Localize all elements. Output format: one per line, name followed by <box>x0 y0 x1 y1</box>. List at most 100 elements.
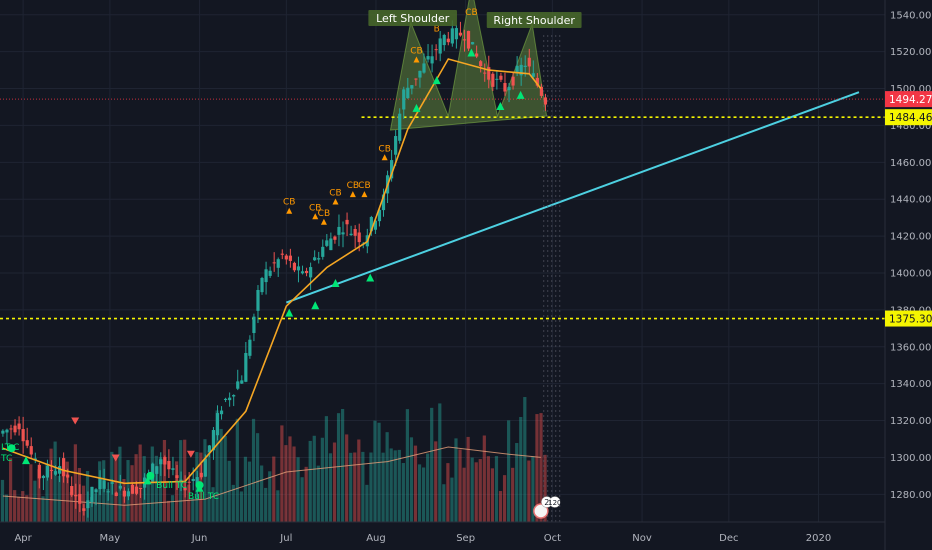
sell-signal-triangle <box>111 454 120 462</box>
event-number-badge[interactable] <box>549 496 561 508</box>
volume-bar <box>446 463 450 522</box>
support-price-tag-text: 1375.307 <box>889 314 932 326</box>
right-shoulder-label-box <box>486 12 582 28</box>
candle-body <box>288 255 292 261</box>
buy-signal-triangle <box>496 101 505 110</box>
volume-bar <box>490 468 495 522</box>
candle-body <box>341 232 345 235</box>
candle-body <box>329 238 333 251</box>
volume-bar <box>373 420 377 522</box>
candle-body <box>9 428 13 430</box>
volume-bar <box>413 445 418 522</box>
right-shoulder-label-text: Right Shoulder <box>493 14 575 27</box>
candle-body <box>292 262 297 271</box>
candle-body <box>309 267 313 278</box>
candle-body <box>483 72 487 74</box>
volume-bar <box>341 408 345 522</box>
volume-bar <box>154 455 158 522</box>
candle-body <box>446 38 450 43</box>
candle-body <box>503 83 507 92</box>
candle-body <box>138 488 143 490</box>
candle-body <box>110 482 114 484</box>
volume-bar <box>158 457 163 522</box>
cb-arrow-icon <box>286 207 293 214</box>
candle-body <box>458 32 463 36</box>
candle-body <box>442 34 446 46</box>
volume-bar <box>170 495 175 522</box>
buy-signal-triangle <box>22 456 31 465</box>
y-tick-label: 1360.000 <box>890 342 932 353</box>
candle-body <box>159 459 163 465</box>
volume-bar <box>268 471 272 522</box>
candle-body <box>17 423 21 430</box>
candle-body <box>102 480 106 489</box>
volume-bar <box>511 467 515 522</box>
candle-body <box>284 255 288 260</box>
volume-bar <box>417 464 422 522</box>
candle-body <box>495 78 499 80</box>
candle-body <box>414 78 418 80</box>
volume-bar <box>247 461 252 522</box>
sell-signal-triangle <box>71 417 80 425</box>
y-tick-label: 1500.000 <box>890 84 932 95</box>
y-tick-label: 1300.000 <box>890 453 932 464</box>
volume-bar <box>535 414 539 522</box>
candle-body <box>86 500 90 509</box>
x-tick-label: Apr <box>14 533 32 544</box>
volume-bar <box>243 456 248 522</box>
cb-arrow-icon <box>413 56 420 63</box>
volume-bar <box>470 457 474 522</box>
candle-body <box>106 491 110 493</box>
candle-body <box>462 39 467 41</box>
volume-bar <box>223 435 227 522</box>
cb-arrow-icon <box>361 191 368 198</box>
candle-body <box>345 219 349 225</box>
us-flag-icon[interactable] <box>533 503 549 519</box>
volume-bar <box>175 461 179 522</box>
volume-bar <box>81 485 86 522</box>
volume-bar <box>94 493 98 522</box>
event-number-text: 120 <box>548 499 561 507</box>
volume-bar <box>353 452 357 522</box>
volume-bar <box>389 448 393 522</box>
volume-bar <box>114 456 118 522</box>
volume-bar <box>146 476 150 522</box>
candle-body <box>418 70 422 78</box>
volume-bar <box>292 446 296 522</box>
candle-body <box>118 485 122 489</box>
volume-bar <box>543 454 547 522</box>
right-shoulder-label: Right Shoulder <box>486 12 582 28</box>
volume-bar <box>211 487 215 522</box>
candle-body <box>398 113 402 141</box>
volume-bar <box>49 448 53 522</box>
candle-body <box>406 87 410 99</box>
volume-bar <box>203 439 207 522</box>
candle-body <box>240 380 244 384</box>
candle-body <box>487 67 491 80</box>
candle-body <box>337 226 341 235</box>
y-tick-label: 1400.000 <box>890 268 932 279</box>
volume-bar <box>284 445 288 522</box>
volume-bar <box>231 484 235 522</box>
volume-bar <box>296 457 300 522</box>
volume-bar <box>316 465 320 522</box>
candle-body <box>25 440 29 446</box>
candle-body <box>171 468 175 470</box>
candle-body <box>466 30 471 49</box>
cb-label: CB <box>283 198 295 208</box>
volume-bar <box>442 484 446 522</box>
candle-body <box>543 97 548 105</box>
candle-body <box>479 61 483 67</box>
candle-body <box>45 465 50 478</box>
candle-body <box>377 209 382 222</box>
volume-bar <box>260 465 264 522</box>
volume-bar <box>312 435 316 522</box>
current-price-tag-box <box>885 91 932 108</box>
buy-signal-triangle <box>285 308 294 317</box>
candle-body <box>389 160 394 179</box>
candle-body <box>535 77 539 86</box>
x-tick-label: Jul <box>279 533 292 544</box>
signal-dot <box>146 471 155 480</box>
ascending-trendline <box>285 91 860 304</box>
